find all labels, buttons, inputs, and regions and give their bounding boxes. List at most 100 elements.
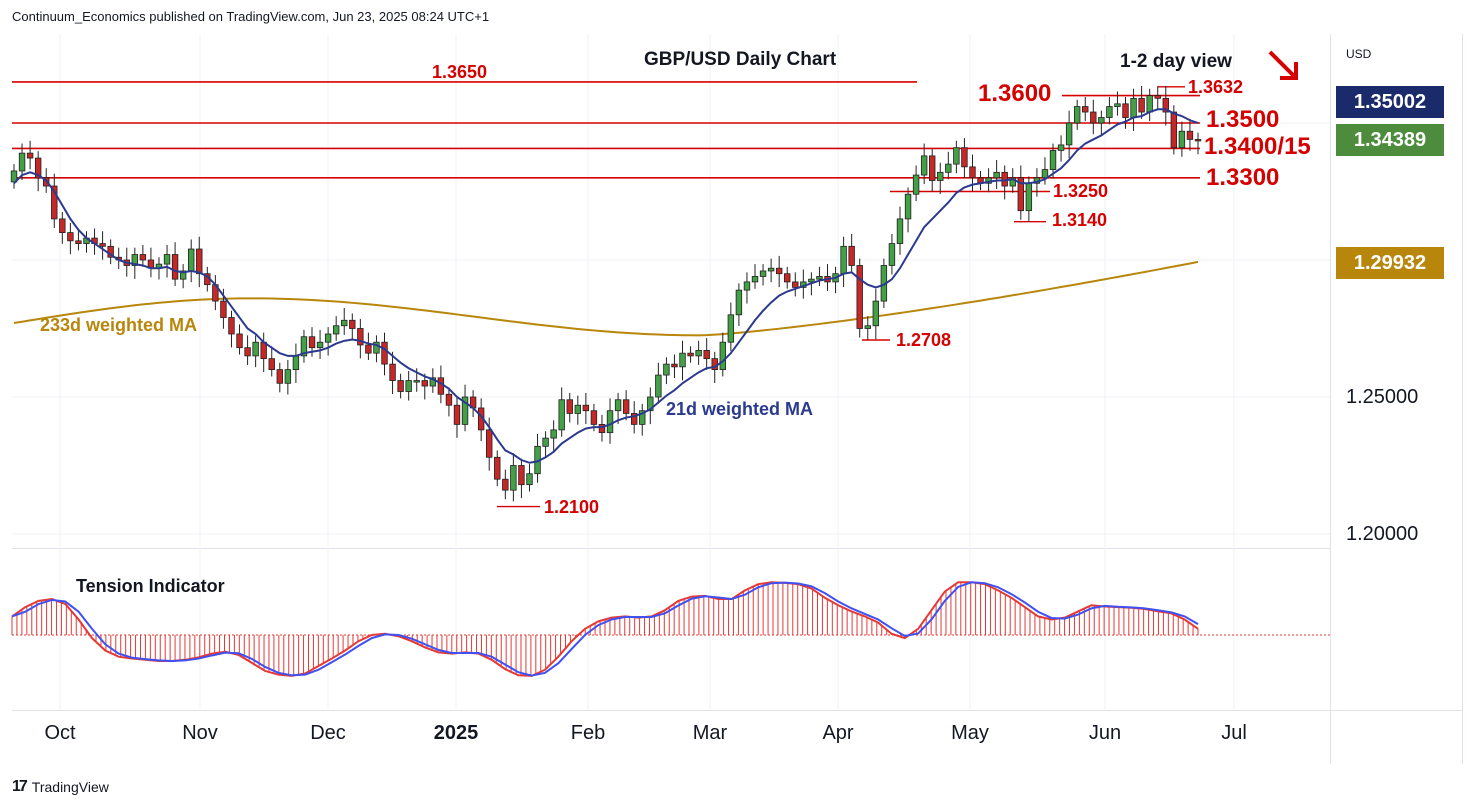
candle-body [51, 185, 58, 220]
candle [244, 335, 251, 365]
candle [727, 302, 735, 352]
candle-body [872, 300, 880, 327]
candle-body [365, 344, 372, 354]
candle-body [775, 267, 783, 275]
level-label: 1.3400/15 [1204, 133, 1311, 160]
current-price-tag: 1.35002 [1336, 86, 1444, 118]
candle [840, 236, 847, 288]
candle [1001, 165, 1008, 200]
time-axis-divider [12, 710, 1462, 711]
x-tick-label: Jun [1088, 722, 1122, 744]
candle [534, 433, 541, 483]
candle-body [888, 243, 896, 266]
candle-body [1122, 103, 1129, 118]
candle-body [220, 300, 227, 318]
candle-body [26, 152, 34, 159]
candle [228, 310, 235, 348]
candle [494, 450, 501, 487]
candle [816, 266, 823, 287]
candle [695, 340, 702, 365]
candle-body [566, 399, 573, 414]
candle-body [437, 377, 445, 395]
candle [292, 343, 300, 384]
candle-body [735, 289, 743, 316]
candle [824, 264, 831, 291]
candle-body [1162, 97, 1169, 113]
candle-body [518, 465, 525, 486]
candle [1090, 99, 1097, 135]
candle-body [389, 363, 396, 381]
candle-body [598, 423, 606, 434]
candle-body [179, 270, 187, 280]
candle [566, 392, 573, 423]
tradingview-brand: TradingView [31, 779, 109, 795]
candle-body [647, 396, 654, 412]
candle [510, 453, 517, 502]
candle [598, 414, 606, 442]
publisher-header: Continuum_Economics published on Trading… [12, 9, 490, 24]
candle-body [912, 174, 920, 195]
candle-body [1194, 139, 1202, 142]
candle [51, 173, 58, 228]
candle [937, 162, 944, 194]
candle [357, 318, 364, 359]
candle [139, 244, 147, 267]
candle [574, 395, 582, 425]
y-tick-label: 1.20000 [1346, 523, 1419, 545]
candle-body [1057, 144, 1065, 151]
candle-body [18, 152, 26, 172]
candle-body [1049, 149, 1057, 170]
candle [1009, 168, 1016, 193]
tradingview-logo-icon: 17 [12, 778, 28, 795]
candle [1073, 99, 1081, 130]
level-label: 1.3300 [1206, 164, 1279, 191]
candle-body [655, 374, 662, 398]
candle-body [453, 404, 461, 425]
candle-body [300, 336, 308, 357]
candle-body [163, 254, 171, 265]
annotation-label: 1.2100 [544, 497, 599, 517]
candle-body [969, 166, 976, 179]
candle [518, 458, 525, 499]
candle-body [1025, 182, 1033, 212]
candle-body [993, 171, 1000, 179]
candle [558, 387, 565, 437]
candle [961, 138, 968, 179]
candle-body [187, 248, 195, 272]
candle [663, 357, 670, 385]
candle-body [1186, 130, 1194, 140]
candle-body [639, 410, 646, 425]
candle-body [236, 333, 243, 349]
candle-body [542, 437, 549, 447]
candle-body [67, 232, 74, 242]
candle-body [139, 254, 147, 261]
view-label: 1-2 day view [1120, 51, 1232, 72]
indicator-pane-divider[interactable] [12, 548, 1330, 549]
tradingview-footer[interactable]: 17 TradingView [12, 778, 109, 796]
candle [703, 338, 710, 370]
candle-body [703, 350, 710, 360]
right-border [1462, 34, 1463, 764]
candle [614, 392, 622, 425]
candle [872, 288, 880, 340]
candle-body [622, 399, 630, 414]
candle-body [196, 248, 203, 275]
level-label: 1.3650 [432, 62, 487, 82]
candle [1186, 118, 1194, 151]
candle-body [695, 350, 702, 357]
arrow-shaft [1268, 50, 1296, 78]
ma21-label: 21d weighted MA [666, 399, 813, 419]
candle [743, 272, 751, 304]
candle-body [743, 281, 751, 291]
candle-body [421, 380, 428, 387]
currency-label[interactable]: USD [1346, 47, 1372, 61]
candle [542, 431, 549, 458]
candle [276, 362, 283, 393]
candle [1122, 96, 1129, 129]
candle-body [405, 380, 412, 392]
candle-body [582, 404, 590, 412]
candle-body [357, 328, 364, 346]
candle-body [171, 254, 179, 280]
candle-body [502, 478, 509, 491]
